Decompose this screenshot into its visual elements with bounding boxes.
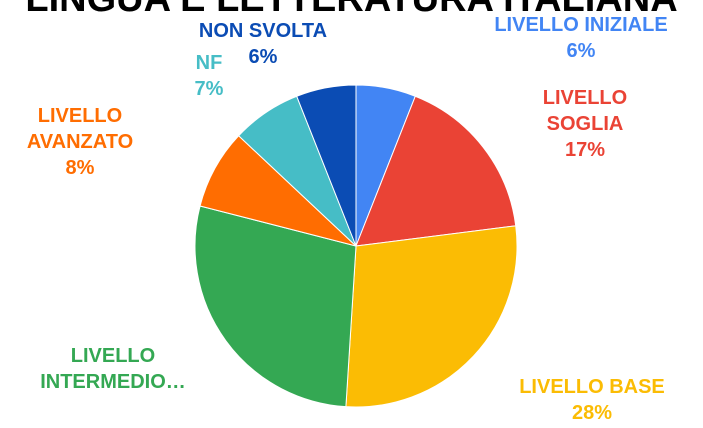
category-label: NF — [195, 52, 223, 74]
category-label: LIVELLO INTERMEDIO… — [40, 345, 186, 393]
slice-label: LIVELLO SOGLIA 17% — [525, 85, 645, 163]
slice-label: LIVELLO BASE 28% — [472, 374, 703, 426]
category-label: LIVELLO INIZIALE — [494, 14, 668, 36]
value-label: 28% — [571, 402, 613, 424]
category-label: NON SVOLTA — [198, 20, 328, 42]
slice-label: LIVELLO INIZIALE 6% — [461, 12, 701, 64]
pie-slice — [345, 225, 518, 408]
slice-label: LIVELLO INTERMEDIO… — [13, 343, 213, 395]
value-label: 7% — [194, 78, 224, 100]
value-label: 8% — [65, 157, 95, 179]
pie-slice — [194, 205, 357, 408]
category-label: LIVELLO BASE — [519, 376, 665, 398]
pie-slice — [296, 84, 357, 247]
slice-label: LIVELLO AVANZATO 8% — [5, 103, 155, 181]
category-label: LIVELLO SOGLIA — [542, 87, 628, 135]
value-label: 17% — [564, 139, 606, 161]
chart-title: LINGUA E LETTERATURA ITALIANA — [0, 0, 703, 21]
value-label: 6% — [248, 46, 278, 68]
slice-label: NF 7% — [179, 50, 239, 102]
category-label: LIVELLO AVANZATO — [26, 105, 134, 153]
pie-slice — [355, 95, 517, 247]
slice-label: NON SVOLTA 6% — [163, 18, 363, 70]
value-label: 6% — [566, 40, 596, 62]
